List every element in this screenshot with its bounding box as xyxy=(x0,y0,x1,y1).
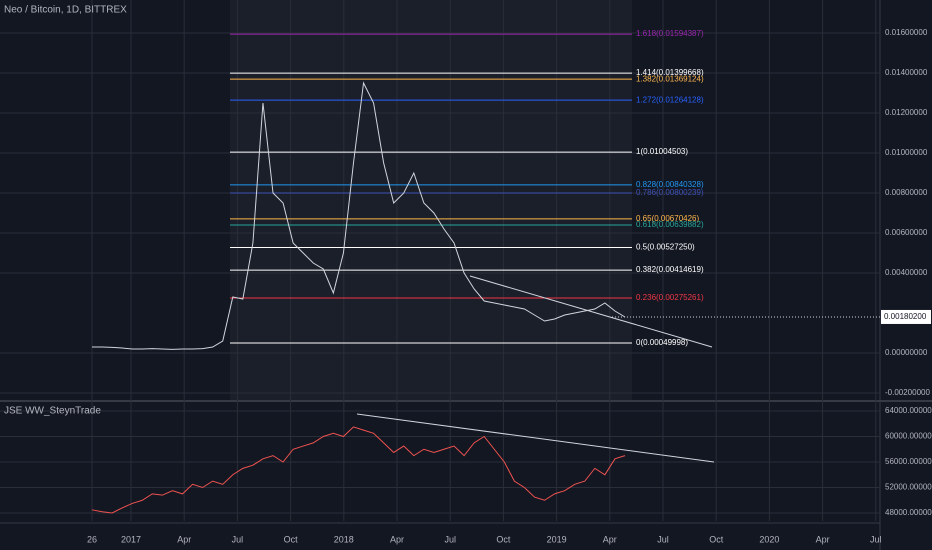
y-tick-label: 0.00400000 xyxy=(885,268,928,277)
x-tick-label: 2017 xyxy=(121,534,141,544)
y-tick-label: 0.00600000 xyxy=(885,228,928,237)
fib-label: 0.5(0.00527250) xyxy=(636,243,695,252)
x-tick-label: Apr xyxy=(816,534,830,544)
price-tag-label: 0.00180200 xyxy=(884,312,927,321)
price-tag xyxy=(881,309,931,324)
x-tick-label: Oct xyxy=(709,534,724,544)
x-tick-label: Apr xyxy=(177,534,191,544)
plot xyxy=(91,33,880,514)
x-tick-label: Jul xyxy=(657,534,669,544)
indicator-title: JSE WW_SteynTrade xyxy=(4,406,101,417)
x-tick-label: 2020 xyxy=(759,534,779,544)
y-tick-label: 0.01600000 xyxy=(885,28,928,37)
y-tick-label: 60000.00000000 xyxy=(885,432,932,441)
y-tick-label: 56000.00000000 xyxy=(885,457,932,466)
fib-label: 0.786(0.00800239) xyxy=(636,188,704,197)
x-tick-label: 2018 xyxy=(334,534,354,544)
x-tick-label: Apr xyxy=(390,534,404,544)
y-tick-label: 0.01000000 xyxy=(885,148,928,157)
x-tick-label: Jul xyxy=(232,534,244,544)
fib-label: 0.236(0.00275261) xyxy=(636,293,704,302)
fib-label: 0(0.00049998) xyxy=(636,338,688,347)
fib-label: 1.618(0.01594387) xyxy=(636,29,704,38)
fib-label: 0.618(0.00639882) xyxy=(636,220,704,229)
y-tick-label: 0.01200000 xyxy=(885,108,928,117)
x-tick-label: Oct xyxy=(496,534,511,544)
fib-label: 0.828(0.00840328) xyxy=(636,180,704,189)
x-tick-label: Jul xyxy=(444,534,456,544)
fib-label: 0.65(0.00670426) xyxy=(636,214,700,223)
y-tick-label: 64000.00000000 xyxy=(885,406,932,415)
trendline xyxy=(469,275,713,348)
price-line xyxy=(91,426,626,514)
fib-label: 1(0.01004503) xyxy=(636,147,688,156)
y-tick-label: -0.00200000 xyxy=(885,388,930,397)
trendline xyxy=(356,413,715,463)
fib-label: 1.382(0.01369124) xyxy=(636,74,704,83)
x-tick-label: 2019 xyxy=(547,534,567,544)
fib-label: 1.414(0.01399668) xyxy=(636,68,704,77)
chart-title: Neo / Bitcoin, 1D, BITTREX xyxy=(4,5,127,16)
fib-label: 1.272(0.01264128) xyxy=(636,95,704,104)
y-tick-label: 0.01400000 xyxy=(885,68,928,77)
x-tick-label: Apr xyxy=(603,534,617,544)
x-tick-label: 26 xyxy=(87,534,97,544)
price-line xyxy=(92,81,626,350)
y-tick-label: 52000.00000000 xyxy=(885,483,932,492)
y-tick-label: 0.00000000 xyxy=(885,348,928,357)
grid xyxy=(0,0,880,521)
fib-label: 0.382(0.00414619) xyxy=(636,265,704,274)
x-tick-label: Oct xyxy=(284,534,299,544)
y-tick-label: 48000.00000000 xyxy=(885,508,932,517)
y-tick-label: 0.00800000 xyxy=(885,188,928,197)
x-tick-label: Jul xyxy=(870,534,882,544)
